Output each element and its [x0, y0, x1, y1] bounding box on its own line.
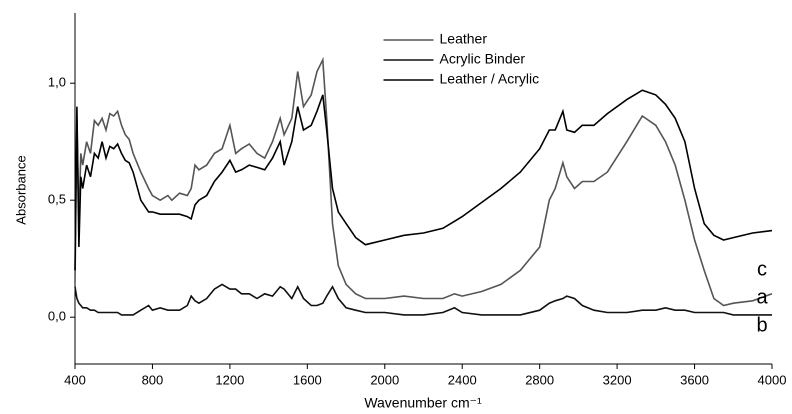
legend-label: Leather / Acrylic [440, 71, 540, 87]
curve-label: b [756, 314, 767, 336]
x-tick-label: 2000 [370, 372, 399, 387]
legend-label: Leather [440, 31, 488, 47]
x-tick-label: 2800 [525, 372, 554, 387]
spectrum-line [74, 283, 772, 316]
x-tick-label: 400 [64, 372, 86, 387]
y-axis-label: Absorbance [13, 155, 28, 224]
x-tick-label: 2400 [448, 372, 477, 387]
curve-label: c [757, 258, 767, 280]
y-tick-label: 0,0 [48, 309, 66, 324]
x-axis-label: Wavenumber cm⁻¹ [364, 395, 482, 411]
x-tick-label: 4000 [758, 372, 787, 387]
spectrum-line [74, 89, 773, 271]
spectrum-line [74, 56, 773, 307]
x-tick-label: 800 [142, 372, 164, 387]
legend-label: Acrylic Binder [440, 51, 526, 67]
x-tick-label: 3600 [680, 372, 709, 387]
y-tick-label: 1,0 [48, 75, 66, 90]
x-tick-label: 1200 [215, 372, 244, 387]
x-tick-label: 1600 [293, 372, 322, 387]
y-tick-label: 0,5 [48, 192, 66, 207]
curve-label: a [756, 286, 768, 308]
x-tick-label: 3200 [603, 372, 632, 387]
